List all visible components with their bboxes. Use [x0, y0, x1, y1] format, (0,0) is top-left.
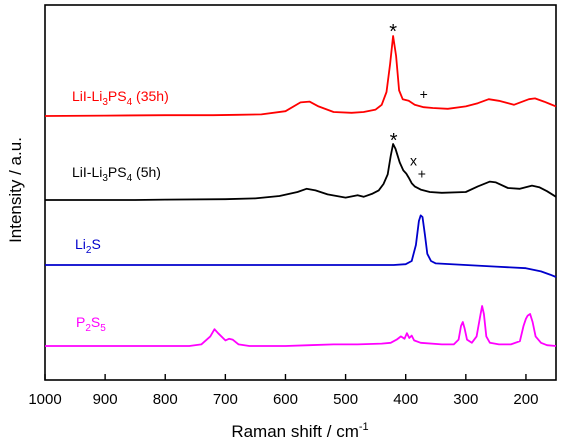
series-label-0-part-4: (35h) [132, 88, 169, 104]
series-label-3: P2S5 [76, 314, 106, 334]
series-label-2-part-0: Li [75, 236, 86, 252]
peak-marker-3: x [410, 153, 417, 169]
series-line-1 [45, 143, 557, 201]
x-axis-title-text: Raman shift / cm [231, 422, 359, 441]
series-label-0-part-1: 3 [102, 97, 108, 108]
x-tick-label-3: 700 [213, 391, 238, 408]
peak-marker-1: + [420, 86, 428, 102]
series-label-1-part-4: (5h) [132, 164, 161, 180]
plot-frame [44, 4, 557, 381]
series-line-3 [45, 305, 557, 347]
series-label-1-part-0: LiI-Li [72, 164, 102, 180]
series-label-0-part-0: LiI-Li [72, 88, 102, 104]
series-label-0-part-3: 4 [127, 97, 133, 108]
x-tick-label-4: 600 [273, 391, 298, 408]
peak-marker-0: * [389, 21, 397, 43]
x-tick-label-5: 500 [333, 391, 358, 408]
x-tick-label-0: 1000 [28, 391, 61, 408]
y-axis-title: Intensity / a.u. [6, 137, 25, 243]
x-axis-title: Raman shift / cm-1 [231, 421, 368, 441]
series-label-3-part-2: S [91, 314, 100, 330]
x-tick-label-2: 800 [153, 391, 178, 408]
x-tick-label-6: 400 [393, 391, 418, 408]
series-label-1-part-1: 3 [102, 173, 108, 184]
series-label-1-part-3: 4 [127, 173, 133, 184]
series-label-2-part-1: 2 [86, 245, 92, 256]
series-line-2 [45, 214, 557, 278]
series-label-3-part-0: P [76, 314, 85, 330]
series-label-2-part-2: S [91, 236, 100, 252]
series-label-2: Li2S [75, 236, 101, 256]
x-tick-label-8: 200 [513, 391, 538, 408]
x-tick-label-7: 300 [453, 391, 478, 408]
series-label-1: LiI-Li3PS4 (5h) [72, 164, 161, 184]
x-tick-label-1: 900 [93, 391, 118, 408]
series-label-3-part-3: 5 [100, 323, 106, 334]
x-axis-title-superscript: -1 [359, 421, 369, 433]
peak-marker-4: + [418, 166, 426, 182]
series-label-3-part-1: 2 [85, 323, 91, 334]
peak-marker-2: * [390, 130, 398, 152]
series-label-0: LiI-Li3PS4 (35h) [72, 88, 169, 108]
series-label-1-part-2: PS [108, 164, 127, 180]
series-line-0 [44, 35, 557, 117]
series-label-0-part-2: PS [108, 88, 127, 104]
